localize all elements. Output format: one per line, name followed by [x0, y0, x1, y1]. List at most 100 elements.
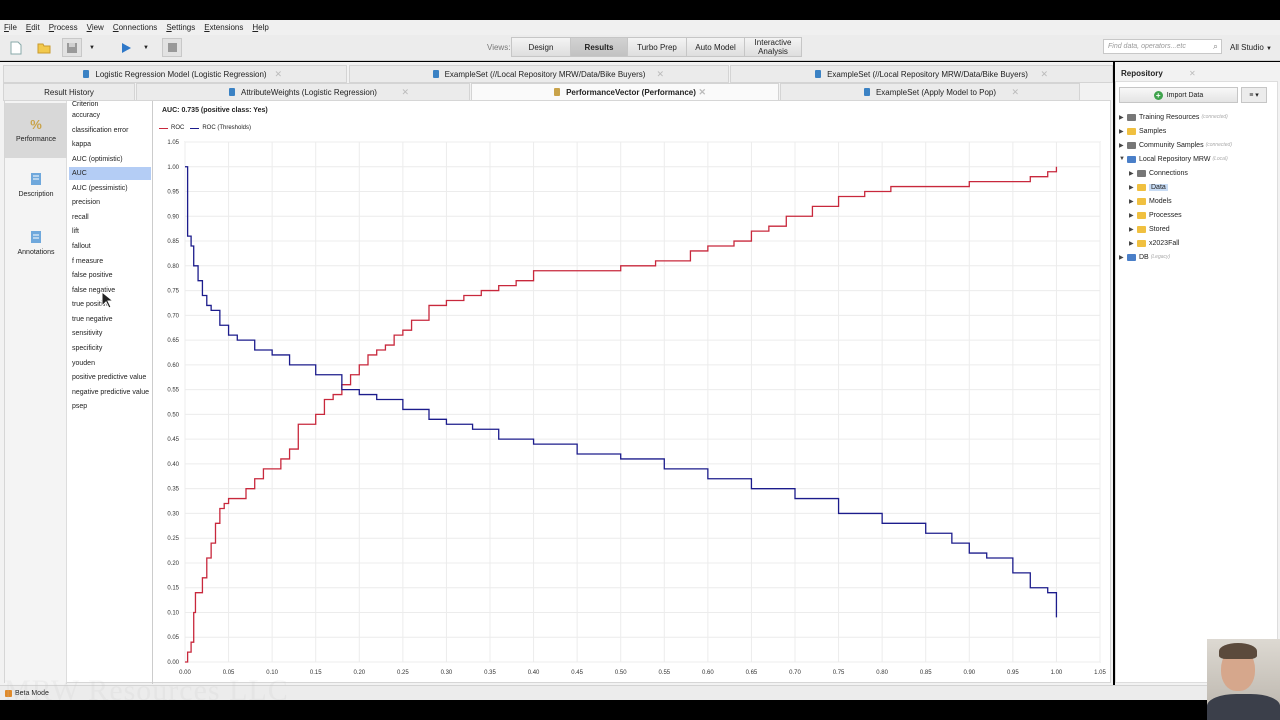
view-interactive-analysis-button[interactable]: Interactive Analysis — [744, 37, 802, 57]
repository-menu-button[interactable]: ≡ ▾ — [1241, 87, 1267, 103]
save-button[interactable] — [62, 38, 82, 57]
criterion-item[interactable]: AUC (optimistic) — [72, 156, 123, 163]
y-tick-label: 0.85 — [167, 239, 179, 245]
chevron-right-icon[interactable]: ▶ — [1129, 184, 1134, 191]
search-input[interactable]: Find data, operators...etc ⌕ — [1103, 39, 1222, 54]
tab-result-history[interactable]: Result History — [3, 83, 135, 101]
criterion-item[interactable]: recall — [72, 214, 89, 221]
menu-help[interactable]: Help — [252, 23, 269, 32]
menu-connections[interactable]: Connections — [112, 23, 158, 32]
criterion-item[interactable]: positive predictive value — [72, 374, 147, 381]
criterion-item[interactable]: psep — [72, 403, 88, 410]
chevron-right-icon[interactable]: ▶ — [1129, 212, 1134, 219]
chevron-down-icon: ▼ — [89, 44, 95, 51]
run-dropdown-button[interactable]: ▼ — [140, 38, 152, 57]
studio-selector[interactable]: All Studio ▼ — [1230, 43, 1272, 52]
repo-tree-sublabel: (connected) — [1205, 142, 1232, 148]
menu-file[interactable]: File — [4, 23, 17, 32]
criterion-item[interactable]: youden — [72, 360, 95, 367]
menu-extensions[interactable]: Extensions — [204, 23, 244, 32]
menu-process[interactable]: Process — [48, 23, 78, 32]
chevron-down-icon[interactable]: ▼ — [1119, 156, 1125, 162]
x-tick-label: 0.25 — [397, 670, 409, 676]
chevron-right-icon[interactable]: ▶ — [1119, 114, 1124, 121]
view-auto-model-button[interactable]: Auto Model — [686, 37, 745, 57]
tab-label: PerformanceVector (Performance) — [566, 87, 696, 97]
criterion-item-selected[interactable]: AUC — [69, 167, 151, 180]
criterion-item[interactable]: accuracy — [72, 112, 101, 119]
repo-tree-item[interactable]: ▶ Processes — [1129, 209, 1182, 221]
criterion-item[interactable]: false negative — [72, 287, 116, 294]
criterion-item[interactable]: precision — [72, 199, 101, 206]
tab-label: AttributeWeights (Logistic Regression) — [241, 87, 377, 97]
y-tick-label: 0.45 — [167, 437, 179, 443]
tab-exampleset-bike-buyers-1[interactable]: ExampleSet (//Local Repository MRW/Data/… — [349, 65, 729, 83]
nav-description[interactable]: Description — [5, 171, 67, 216]
import-data-button[interactable]: + Import Data — [1119, 87, 1238, 103]
performance-view: % Performance Description Annotations Cr… — [4, 100, 1111, 684]
open-button[interactable] — [34, 38, 54, 57]
view-turbo-prep-button[interactable]: Turbo Prep — [627, 37, 687, 57]
criterion-item[interactable]: fallout — [72, 243, 91, 250]
close-icon[interactable]: ✕ — [274, 68, 282, 79]
repo-tree-item[interactable]: ▶ Connections — [1129, 167, 1188, 179]
repo-tree-item[interactable]: ▶ x2023Fall — [1129, 237, 1179, 249]
chevron-right-icon[interactable]: ▶ — [1119, 128, 1124, 135]
criterion-item[interactable]: kappa — [72, 141, 92, 148]
criterion-item[interactable]: negative predictive value — [72, 389, 150, 396]
close-icon[interactable]: ✕ — [656, 68, 664, 79]
criterion-item[interactable]: f measure — [72, 258, 104, 265]
repo-tree-item[interactable]: ▶ Samples — [1119, 125, 1166, 137]
menu-settings[interactable]: Settings — [166, 23, 196, 32]
tab-attribute-weights[interactable]: AttributeWeights (Logistic Regression) ✕ — [136, 83, 470, 101]
y-tick-label: 0.10 — [167, 610, 179, 616]
stop-button[interactable] — [162, 38, 182, 57]
repo-tree-item[interactable]: ▶ Stored — [1129, 223, 1170, 235]
repo-tree-item[interactable]: ▼ Local Repository MRW (Local) — [1119, 153, 1228, 165]
repo-tree-item[interactable]: ▶ DB (Legacy) — [1119, 251, 1170, 263]
chevron-right-icon[interactable]: ▶ — [1129, 170, 1134, 177]
criterion-item[interactable]: AUC (pessimistic) — [72, 185, 128, 192]
chevron-right-icon[interactable]: ▶ — [1129, 240, 1134, 247]
criterion-item[interactable]: sensitivity — [72, 330, 103, 337]
menu-view[interactable]: View — [86, 23, 104, 32]
criterion-item[interactable]: lift — [72, 228, 79, 235]
tab-performance-vector[interactable]: PerformanceVector (Performance) ✕ — [471, 83, 779, 101]
repo-tree-item[interactable]: ▶ Models — [1129, 195, 1172, 207]
repo-tree-item[interactable]: ▶ Community Samples (connected) — [1119, 139, 1232, 151]
view-design-button[interactable]: Design — [511, 37, 571, 57]
x-tick-label: 0.60 — [702, 670, 714, 676]
criterion-item[interactable]: true negative — [72, 316, 113, 323]
tab-exampleset-bike-buyers-2[interactable]: ExampleSet (//Local Repository MRW/Data/… — [730, 65, 1113, 83]
close-icon[interactable]: ✕ — [401, 86, 409, 97]
tab-label: Result History — [44, 87, 94, 97]
menu-bar: File Edit Process View Connections Setti… — [0, 20, 1280, 35]
nav-performance[interactable]: % Performance — [5, 103, 67, 158]
criterion-item[interactable]: classification error — [72, 127, 129, 134]
menu-edit[interactable]: Edit — [25, 23, 40, 32]
run-button[interactable] — [116, 38, 136, 57]
new-process-button[interactable] — [6, 38, 26, 57]
chevron-right-icon[interactable]: ▶ — [1129, 226, 1134, 233]
y-tick-label: 0.00 — [167, 660, 179, 666]
close-icon[interactable]: ✕ — [1189, 69, 1196, 78]
chevron-right-icon[interactable]: ▶ — [1129, 198, 1134, 205]
percent-icon: % — [30, 116, 42, 132]
save-dropdown-button[interactable]: ▼ — [86, 38, 98, 57]
repo-tree-item[interactable]: ▶ Data — [1129, 181, 1168, 193]
chevron-right-icon[interactable]: ▶ — [1119, 142, 1124, 149]
y-tick-label: 0.50 — [167, 412, 179, 418]
webcam-overlay — [1207, 639, 1280, 720]
repo-tree-item[interactable]: ▶ Training Resources (connected) — [1119, 111, 1228, 123]
tab-logistic-regression-model[interactable]: Logistic Regression Model (Logistic Regr… — [3, 65, 347, 83]
criterion-item[interactable]: specificity — [72, 345, 103, 352]
close-icon[interactable]: ✕ — [1011, 86, 1019, 97]
tab-exampleset-apply-model[interactable]: ExampleSet (Apply Model to Pop) ✕ — [780, 83, 1080, 101]
close-icon[interactable]: ✕ — [698, 86, 706, 97]
criterion-item[interactable]: false positive — [72, 272, 113, 279]
chevron-right-icon[interactable]: ▶ — [1119, 254, 1124, 261]
view-results-button[interactable]: Results — [570, 37, 628, 57]
close-icon[interactable]: ✕ — [1040, 68, 1048, 79]
nav-annotations[interactable]: Annotations — [5, 229, 67, 274]
criterion-item[interactable]: true positive — [72, 301, 110, 308]
